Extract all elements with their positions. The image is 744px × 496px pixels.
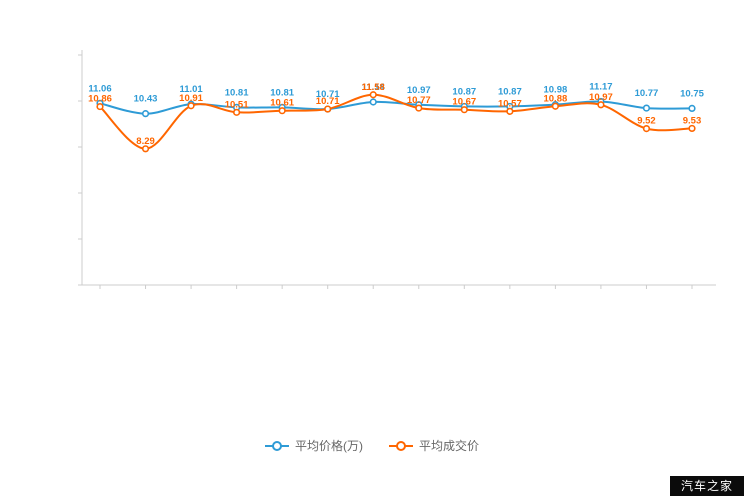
data-point xyxy=(96,102,104,111)
data-label: 10.75 xyxy=(680,88,704,99)
data-label: 10.87 xyxy=(452,86,476,97)
legend-marker-avg-price-icon xyxy=(264,440,289,452)
data-label: 10.77 xyxy=(407,95,431,106)
data-label: 11.06 xyxy=(88,83,111,94)
legend-marker-avg-deal-price-icon xyxy=(388,440,413,452)
data-point xyxy=(506,107,514,115)
data-label: 9.52 xyxy=(637,116,656,127)
data-label: 10.71 xyxy=(316,96,340,107)
data-label: 10.71 xyxy=(316,89,340,100)
data-label: 10.98 xyxy=(543,85,567,96)
data-label: 11.17 xyxy=(589,81,612,92)
data-label: 10.88 xyxy=(543,93,567,104)
data-point xyxy=(369,98,377,106)
data-point xyxy=(642,104,651,112)
data-point xyxy=(141,145,150,153)
data-point xyxy=(551,102,559,110)
data-label: 10.86 xyxy=(88,94,112,105)
data-label: 11.14 xyxy=(362,82,386,93)
data-label: 10.81 xyxy=(225,87,249,98)
data-point xyxy=(369,91,377,99)
legend-label-avg-price: 平均价格(万) xyxy=(294,439,363,453)
data-label: 11.58 xyxy=(362,82,385,93)
data-point xyxy=(324,105,332,113)
data-point xyxy=(415,104,423,112)
data-label: 8.29 xyxy=(136,136,155,147)
data-point xyxy=(141,110,150,118)
data-label: 10.43 xyxy=(134,94,158,105)
legend-item-avg-price[interactable]: 平均价格(万) xyxy=(264,439,363,453)
data-label: 10.91 xyxy=(179,93,203,104)
data-point xyxy=(688,124,696,133)
data-label: 11.01 xyxy=(179,84,203,95)
data-label: 10.87 xyxy=(498,86,522,97)
data-point xyxy=(233,108,241,116)
watermark-autohome: 汽车之家 xyxy=(669,476,744,496)
data-point xyxy=(187,102,195,110)
legend-label-avg-deal-price: 平均成交价 xyxy=(418,439,479,453)
data-point xyxy=(688,104,696,112)
data-point xyxy=(460,106,468,114)
data-label: 9.53 xyxy=(683,115,702,126)
data-label: 10.57 xyxy=(498,98,522,109)
data-label: 10.51 xyxy=(225,99,249,110)
data-label: 10.81 xyxy=(270,87,294,98)
data-label: 10.61 xyxy=(270,98,294,109)
legend-item-avg-deal-price[interactable]: 平均成交价 xyxy=(388,439,479,453)
data-label: 10.97 xyxy=(589,92,613,103)
chart-legend: 平均价格(万) 平均成交价 xyxy=(0,440,744,452)
data-label: 10.67 xyxy=(452,97,476,108)
data-label: 10.77 xyxy=(635,88,659,99)
data-point xyxy=(278,107,286,115)
data-label: 10.97 xyxy=(407,85,431,96)
data-point xyxy=(597,101,605,109)
data-point xyxy=(642,125,651,133)
line-chart: 11.06 10.43 11.01 10.81 10.81 10.71 11.14 10.97… xyxy=(78,50,716,289)
